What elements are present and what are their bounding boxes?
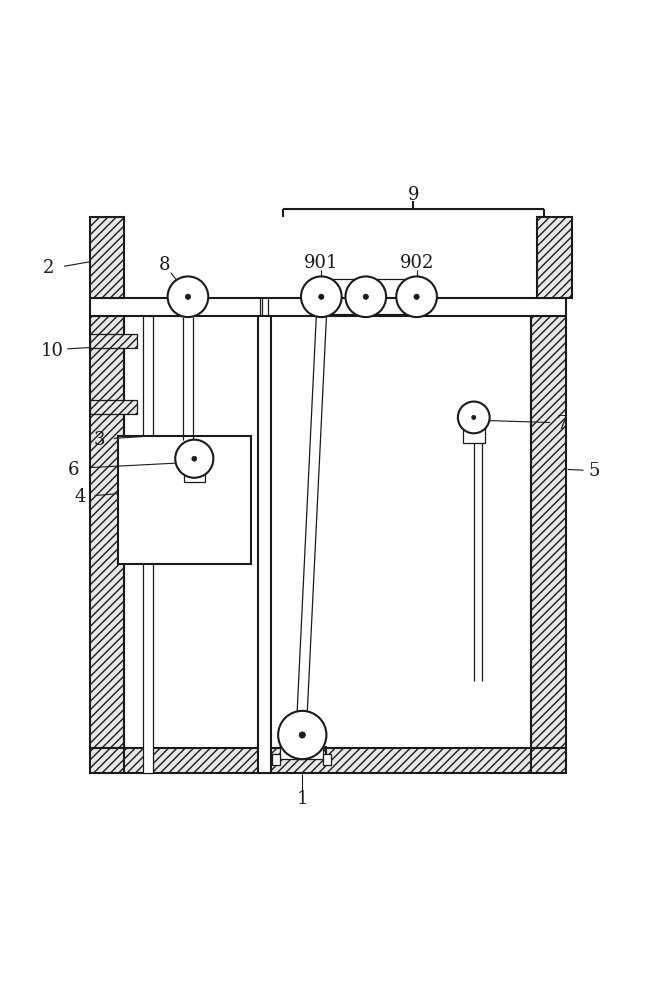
Circle shape — [363, 294, 369, 299]
Bar — [90, 316, 125, 748]
Bar — [258, 316, 271, 773]
Text: 901: 901 — [304, 254, 339, 272]
Text: 7: 7 — [557, 415, 569, 433]
Circle shape — [345, 276, 386, 317]
Circle shape — [301, 276, 341, 317]
Text: 2: 2 — [43, 259, 54, 277]
Bar — [537, 217, 572, 298]
Circle shape — [192, 456, 197, 461]
Circle shape — [167, 276, 208, 317]
Bar — [531, 316, 566, 748]
Text: 10: 10 — [41, 342, 64, 360]
Text: 1: 1 — [297, 790, 308, 808]
Text: 5: 5 — [589, 462, 600, 480]
Bar — [90, 334, 137, 348]
Circle shape — [278, 711, 326, 759]
Text: 3: 3 — [93, 431, 104, 449]
Text: 902: 902 — [399, 254, 434, 272]
Bar — [90, 400, 137, 414]
Circle shape — [299, 732, 306, 738]
Circle shape — [175, 440, 214, 478]
Bar — [280, 734, 323, 759]
Circle shape — [397, 276, 437, 317]
Bar — [118, 436, 251, 564]
Text: 6: 6 — [68, 461, 79, 479]
Bar — [90, 298, 566, 316]
Circle shape — [458, 402, 489, 433]
Bar — [90, 217, 125, 298]
Bar — [90, 748, 566, 773]
Text: 8: 8 — [159, 256, 170, 274]
Circle shape — [472, 415, 476, 419]
Text: 4: 4 — [74, 488, 86, 506]
Text: 9: 9 — [408, 186, 419, 204]
Bar — [143, 316, 153, 773]
Bar — [463, 417, 485, 443]
Bar — [273, 754, 280, 765]
Circle shape — [414, 294, 419, 299]
Bar — [184, 459, 205, 482]
Circle shape — [319, 294, 324, 299]
Bar — [323, 754, 331, 765]
Circle shape — [186, 294, 191, 299]
